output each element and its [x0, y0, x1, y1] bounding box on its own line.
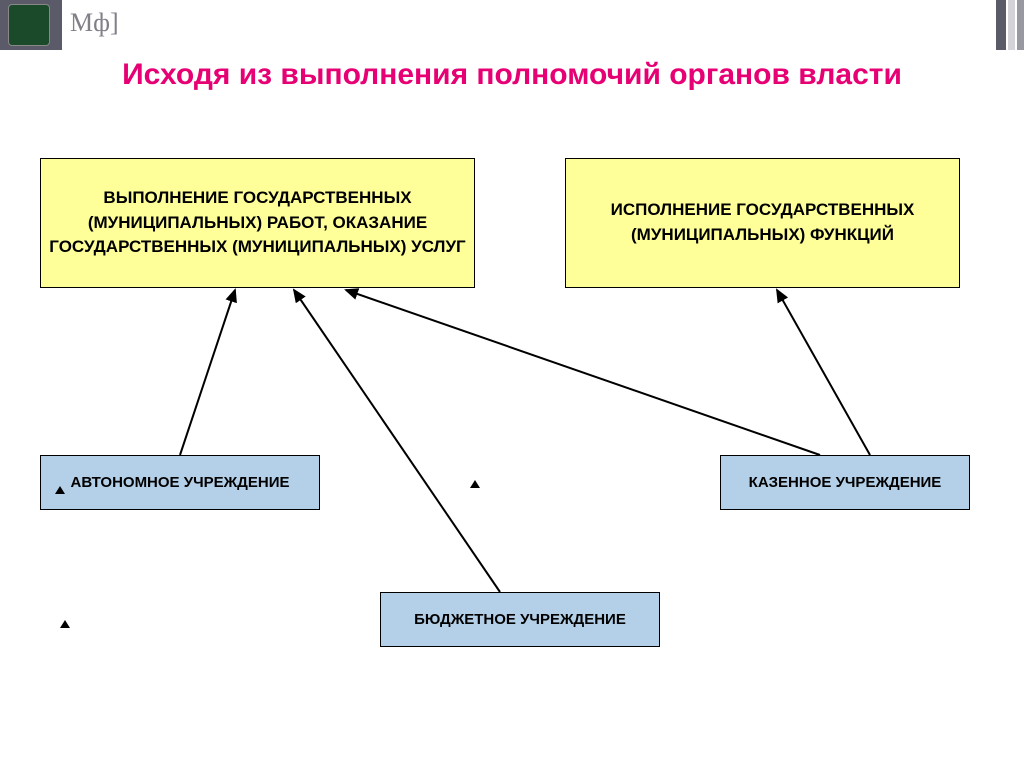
stray-triangle-icon	[60, 620, 70, 628]
mf-label: Мф]	[70, 8, 119, 38]
arrows-layer	[0, 0, 1024, 768]
page-title: Исходя из выполнения полномочий органов …	[0, 56, 1024, 94]
emblem-icon	[8, 4, 50, 46]
box-functions: ИСПОЛНЕНИЕ ГОСУДАРСТВЕННЫХ (МУНИЦИПАЛЬНЫ…	[565, 158, 960, 288]
box-budget: БЮДЖЕТНОЕ УЧРЕЖДЕНИЕ	[380, 592, 660, 647]
box-works-services: ВЫПОЛНЕНИЕ ГОСУДАРСТВЕННЫХ (МУНИЦИПАЛЬНЫ…	[40, 158, 475, 288]
stray-triangle-icon	[55, 486, 65, 494]
box-autonomous: АВТОНОМНОЕ УЧРЕЖДЕНИЕ	[40, 455, 320, 510]
side-decor	[996, 0, 1024, 50]
stray-triangle-icon	[470, 480, 480, 488]
box-treasury: КАЗЕННОЕ УЧРЕЖДЕНИЕ	[720, 455, 970, 510]
top-bar: Мф]	[0, 0, 1024, 50]
